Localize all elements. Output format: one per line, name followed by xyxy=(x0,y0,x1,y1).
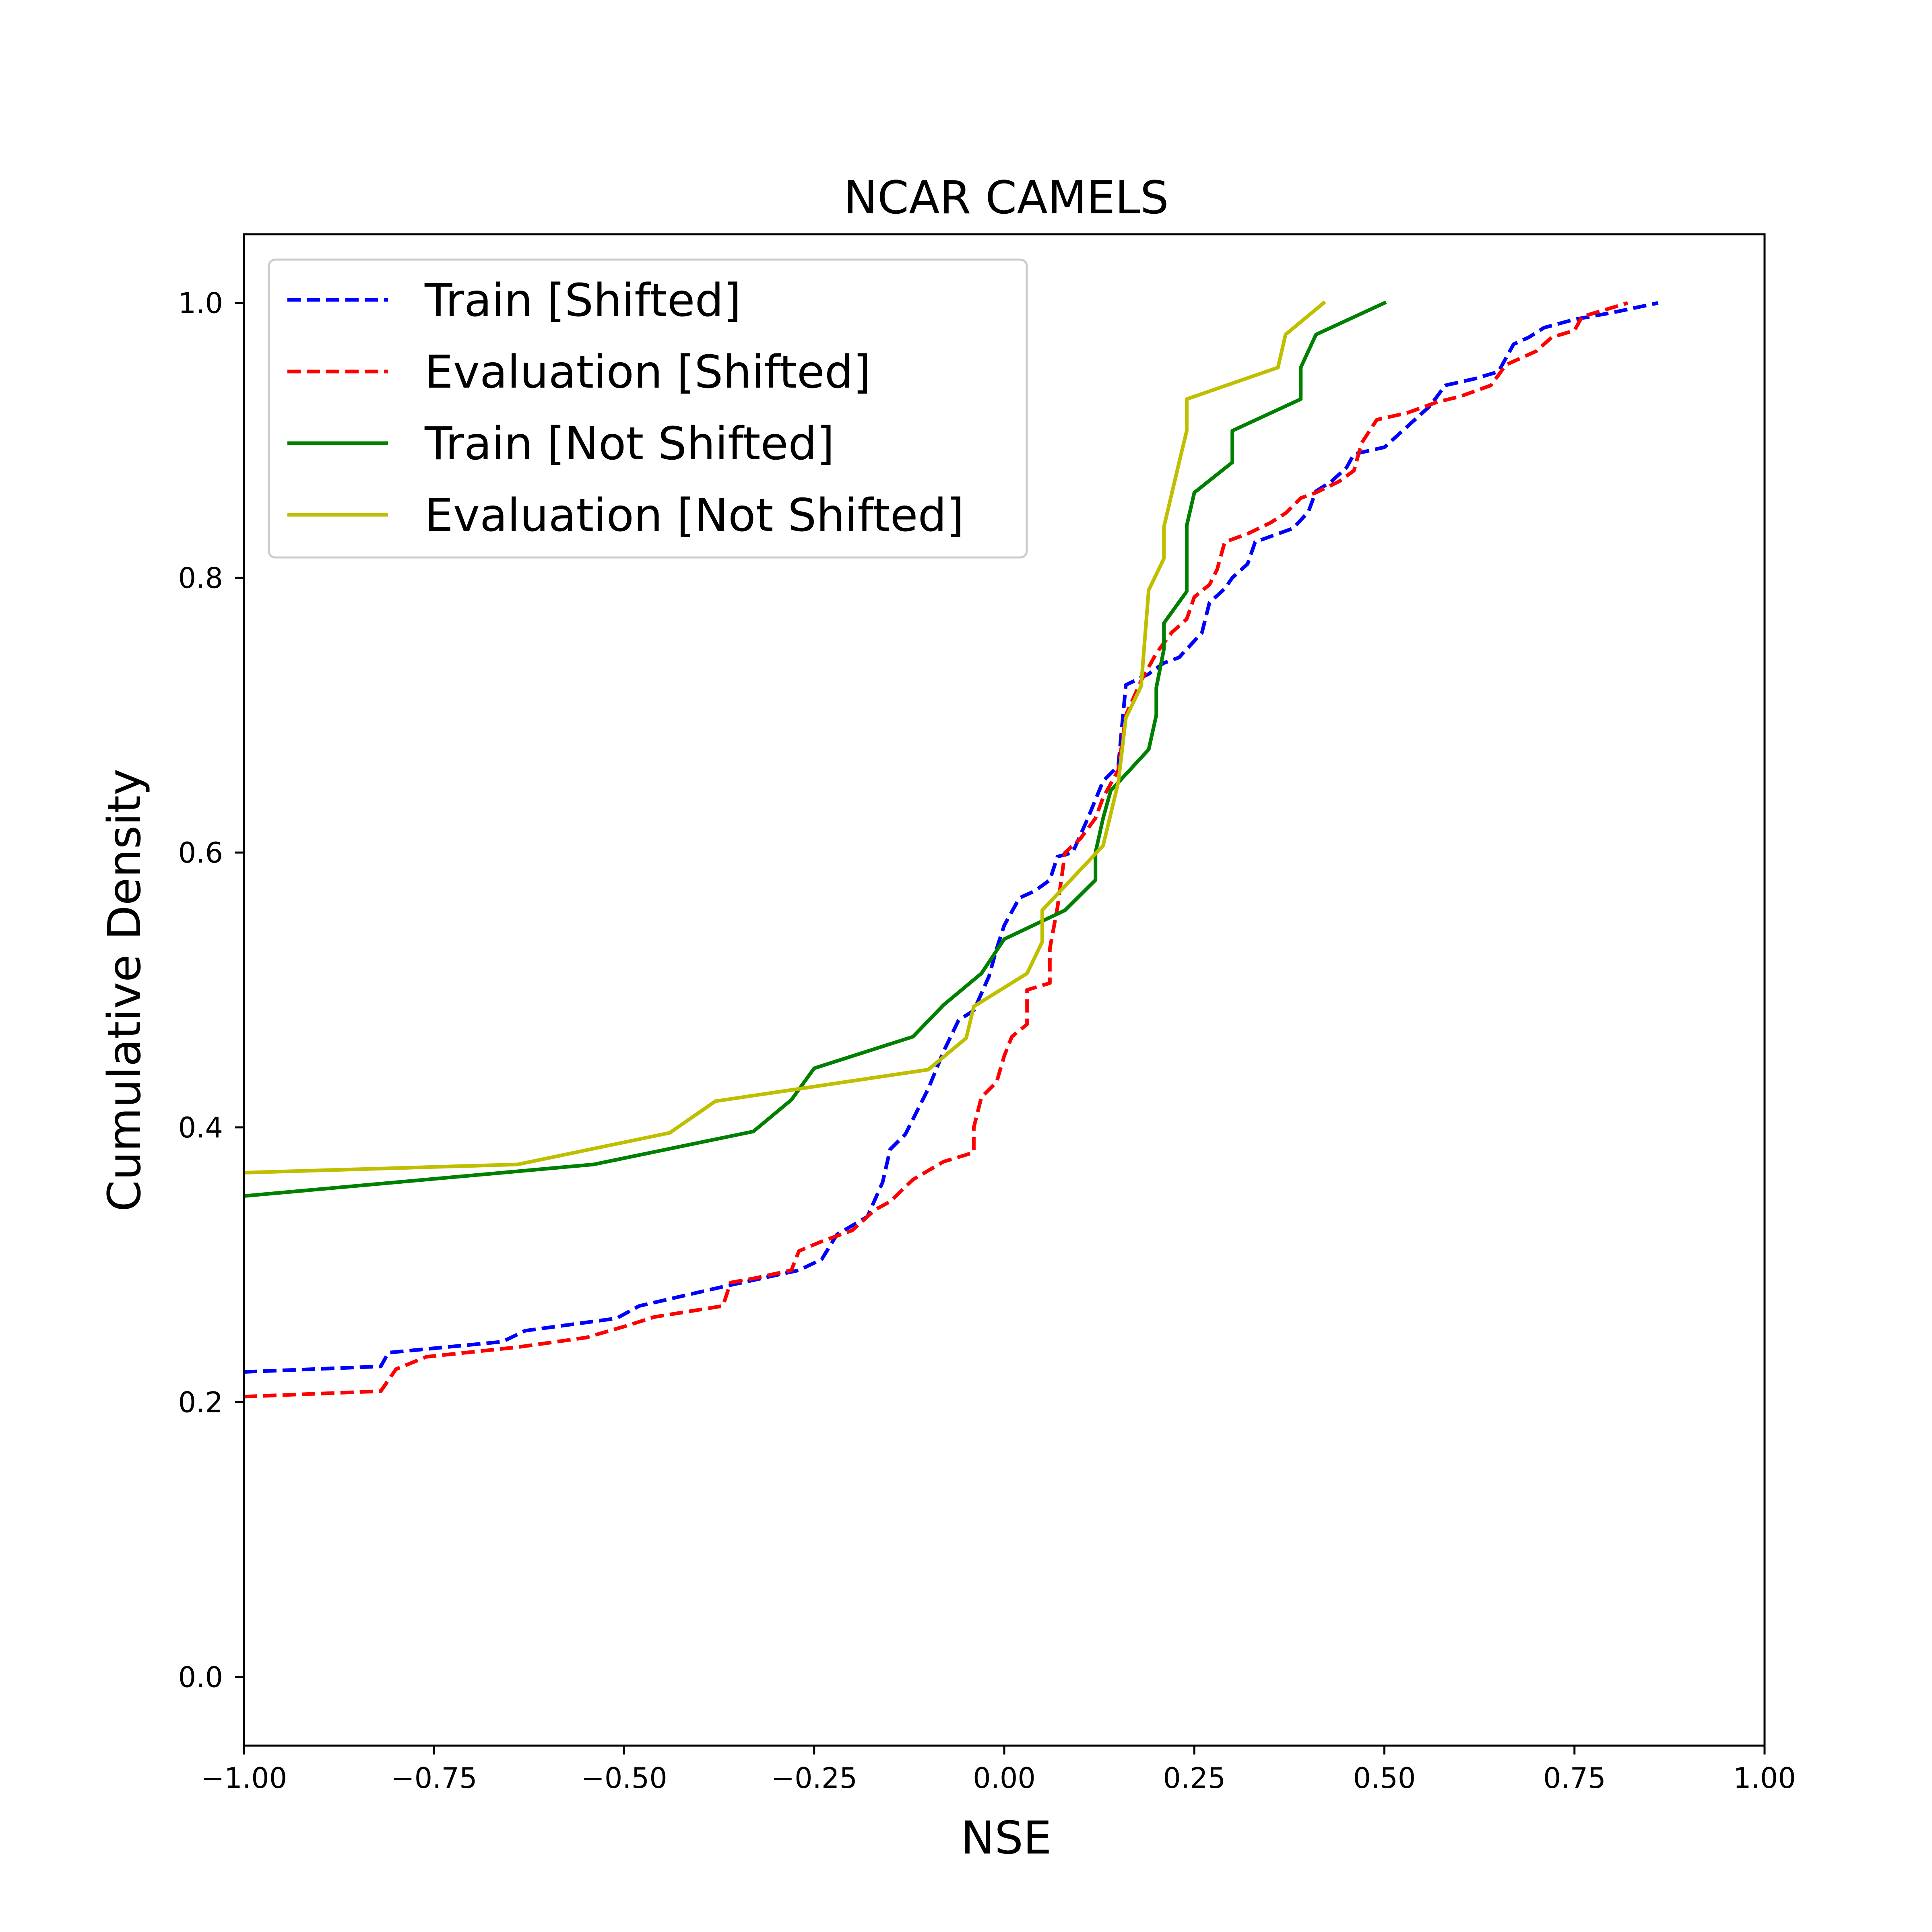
x-tick-label: −0.25 xyxy=(771,1762,857,1795)
x-tick-label: −0.50 xyxy=(581,1762,667,1795)
legend: Train [Shifted] Evaluation [Shifted] Train… xyxy=(268,258,1028,559)
x-tick-label: 1.00 xyxy=(1733,1762,1796,1795)
x-tick-label: 0.75 xyxy=(1543,1762,1606,1795)
legend-box xyxy=(268,258,1028,559)
x-tick-label: 0.50 xyxy=(1353,1762,1416,1795)
y-axis-label: Cumulative Density xyxy=(99,769,151,1212)
legend-label: Evaluation [Shifted] xyxy=(425,346,871,398)
y-tick-label: 0.4 xyxy=(178,1111,223,1144)
y-tick-label: 0.2 xyxy=(178,1386,223,1419)
legend-label: Train [Shifted] xyxy=(424,275,741,327)
x-tick-label: −1.00 xyxy=(201,1762,287,1795)
y-tick-label: 0.0 xyxy=(178,1661,223,1694)
series-line-4 xyxy=(244,300,1326,1175)
legend-label: Train [Not Shifted] xyxy=(424,418,834,470)
x-axis-label: NSE xyxy=(961,1812,1052,1864)
y-tick-label: 1.0 xyxy=(178,287,223,320)
x-tick-label: 0.25 xyxy=(1163,1762,1226,1795)
x-tick-label: 0.00 xyxy=(973,1762,1036,1795)
series-line-1 xyxy=(244,301,1659,1374)
x-tick-label: −0.75 xyxy=(391,1762,477,1795)
y-tick-label: 0.8 xyxy=(178,561,223,594)
axes: −1.00 −0.75 −0.50 −0.25 0.00 0.25 0.50 0.75 1.00… xyxy=(178,233,1796,1795)
plot-area xyxy=(244,300,1659,1399)
chart-title: NCAR CAMELS xyxy=(844,172,1169,224)
legend-label: Evaluation [Not Shifted] xyxy=(425,489,964,542)
series-line-2 xyxy=(244,301,1629,1399)
series-line-3 xyxy=(244,300,1387,1198)
y-tick-label: 0.6 xyxy=(178,836,223,869)
